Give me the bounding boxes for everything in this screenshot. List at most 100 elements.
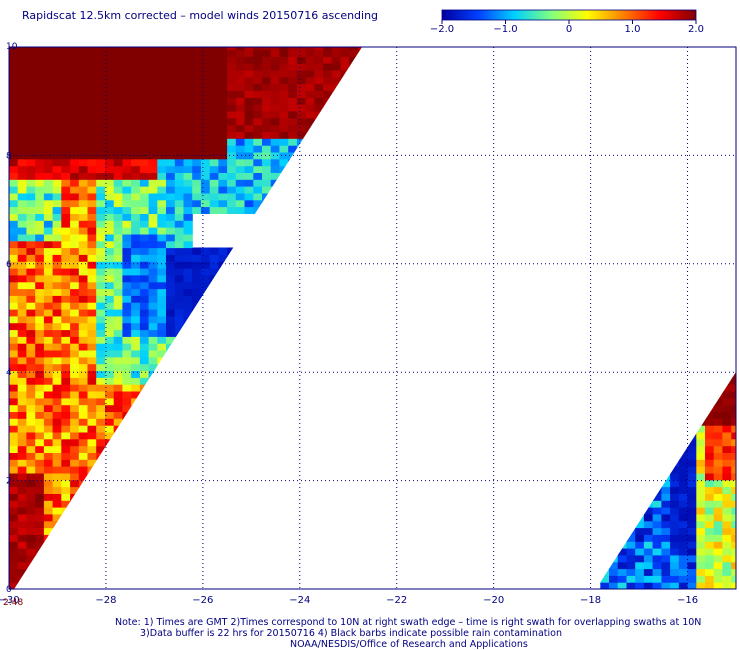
heatmap-cell (148, 240, 158, 249)
heatmap-cell (87, 363, 97, 371)
heatmap-cell (713, 397, 723, 406)
heatmap-cell (626, 479, 636, 488)
heatmap-cell (349, 336, 359, 344)
heatmap-cell (323, 90, 333, 98)
heatmap-cell (96, 554, 106, 563)
heatmap-cell (235, 179, 246, 187)
heatmap-cell (139, 548, 150, 556)
heatmap-cell (35, 247, 45, 255)
heatmap-cell (174, 247, 185, 255)
heatmap-cell (52, 281, 62, 290)
colorbar-tick-label: −2.0 (430, 24, 454, 35)
heatmap-cell (183, 472, 193, 481)
heatmap-cell (183, 411, 193, 419)
heatmap-cell (70, 295, 80, 303)
heatmap-cell (643, 397, 654, 406)
y-tick-label: 6 (6, 260, 12, 270)
x-tick-label: −28 (95, 595, 116, 606)
heatmap-cell (26, 520, 36, 529)
heatmap-cell (26, 466, 36, 474)
heatmap-cell (296, 111, 307, 119)
heatmap-cell (17, 309, 27, 317)
heatmap-cell (279, 97, 289, 105)
heatmap-cell (305, 83, 315, 91)
heatmap-cell (96, 397, 106, 406)
heatmap-cell (678, 459, 689, 467)
heatmap-cell (323, 431, 333, 440)
heatmap-cell (35, 302, 45, 310)
heatmap-cell (192, 384, 202, 392)
heatmap-cell (43, 213, 54, 221)
heatmap-cell (26, 124, 36, 132)
heatmap-cell (35, 172, 45, 180)
heatmap-cell (643, 411, 654, 419)
heatmap-cell (722, 404, 732, 412)
heatmap-cell (331, 472, 342, 481)
heatmap-cell (61, 261, 71, 269)
heatmap-cell (87, 541, 97, 549)
heatmap-cell (61, 302, 71, 310)
heatmap-cell (166, 493, 176, 501)
heatmap-cell (209, 186, 219, 194)
heatmap-cell (305, 336, 315, 344)
heatmap-cell (87, 302, 97, 310)
heatmap-cell (262, 206, 272, 214)
heatmap-cell (35, 377, 45, 385)
heatmap-cell (358, 520, 362, 529)
heatmap-cell (218, 575, 228, 583)
heatmap-cell (349, 90, 359, 98)
heatmap-cell (670, 377, 680, 385)
heatmap-cell (314, 377, 324, 385)
heatmap-cell (166, 274, 176, 283)
heatmap-cell (43, 111, 54, 119)
heatmap-cell (192, 507, 202, 515)
heatmap-cell (635, 479, 645, 488)
heatmap-cell (270, 370, 280, 378)
heatmap-cell (652, 472, 662, 481)
heatmap-cell (235, 165, 246, 173)
heatmap-cell (183, 63, 193, 71)
heatmap-cell (279, 268, 289, 276)
heatmap-cell (35, 145, 45, 153)
heatmap-cell (157, 104, 167, 112)
heatmap-cell (131, 56, 141, 64)
heatmap-cell (157, 281, 167, 290)
heatmap-cell (139, 486, 150, 494)
heatmap-cell (270, 145, 280, 153)
colorbar-tick-label: 1.0 (625, 24, 641, 35)
heatmap-cell (131, 274, 141, 283)
heatmap-cell (678, 404, 689, 412)
heatmap-cell (288, 377, 298, 385)
heatmap-cell (349, 274, 359, 283)
heatmap-cell (227, 486, 237, 494)
heatmap-cell (70, 336, 80, 344)
heatmap-cell (331, 486, 342, 494)
heatmap-cell (78, 281, 89, 290)
heatmap-cell (183, 479, 193, 488)
heatmap-cell (174, 145, 185, 153)
heatmap-cell (122, 384, 132, 392)
heatmap-cell (670, 548, 680, 556)
heatmap-cell (17, 145, 27, 153)
heatmap-cell (262, 247, 272, 255)
heatmap-cell (635, 438, 645, 447)
heatmap-cell (139, 295, 150, 303)
heatmap-cell (131, 363, 141, 371)
heatmap-cell (122, 261, 132, 269)
heatmap-cell (166, 425, 176, 433)
heatmap-cell (296, 500, 307, 508)
heatmap-cell (288, 336, 298, 344)
heatmap-cell (87, 254, 97, 262)
heatmap-cell (305, 363, 315, 371)
heatmap-cell (209, 281, 219, 290)
heatmap-cell (70, 500, 80, 508)
heatmap-cell (617, 384, 627, 392)
heatmap-cell (626, 472, 636, 481)
heatmap-cell (358, 206, 362, 214)
heatmap-cell (227, 288, 237, 296)
heatmap-cell (113, 520, 123, 529)
heatmap-cell (270, 350, 280, 358)
heatmap-cell (305, 445, 315, 453)
heatmap-cell (192, 192, 202, 201)
heatmap-cell (262, 554, 272, 563)
